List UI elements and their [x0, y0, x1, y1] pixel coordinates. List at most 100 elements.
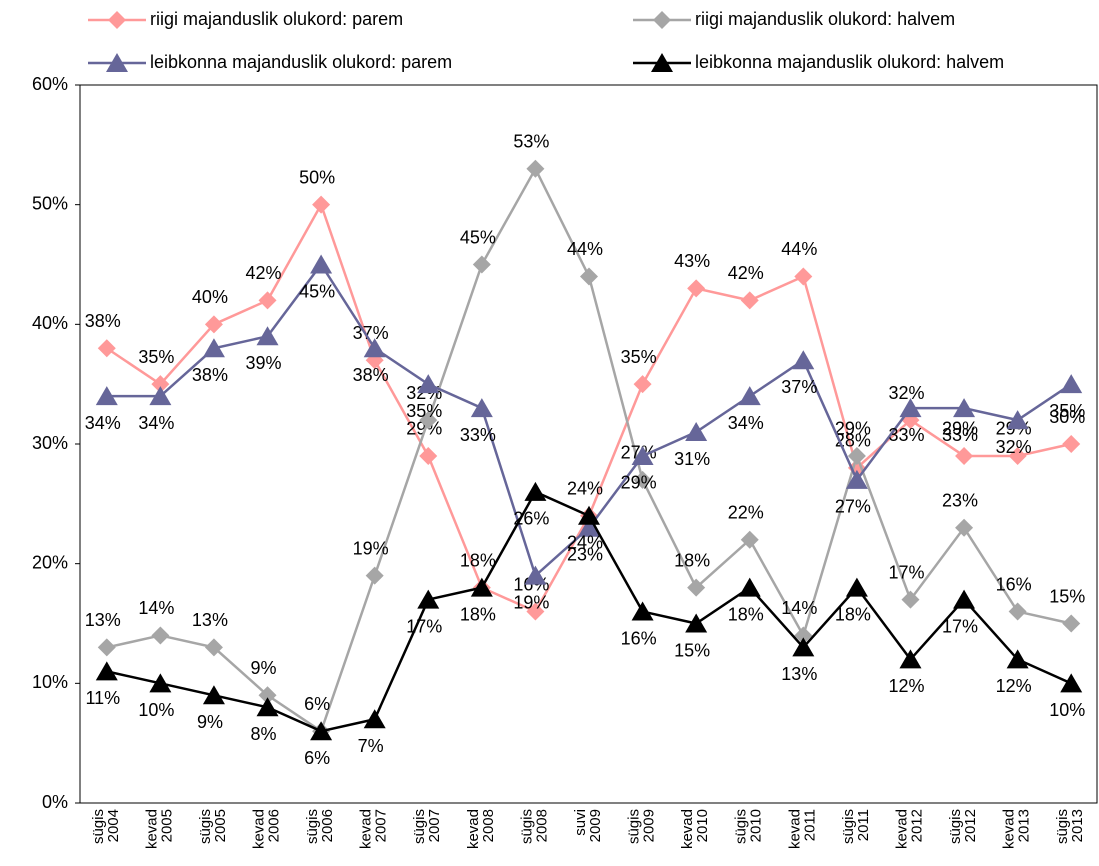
marker	[685, 422, 708, 442]
marker	[738, 386, 761, 406]
marker	[363, 709, 386, 729]
data-label: 13%	[192, 610, 228, 630]
x-tick-label: kevad	[679, 809, 696, 849]
marker	[1062, 614, 1081, 633]
y-tick-label: 60%	[32, 74, 68, 94]
data-label: 17%	[888, 562, 924, 582]
marker	[740, 291, 759, 310]
data-label: 15%	[674, 640, 710, 660]
x-tick-label: sügis	[840, 809, 857, 844]
data-label: 14%	[781, 598, 817, 618]
data-label: 18%	[460, 550, 496, 570]
marker	[417, 374, 440, 394]
x-tick-label: 2010	[748, 809, 765, 842]
data-label: 40%	[192, 287, 228, 307]
x-tick-label: 2012	[908, 809, 925, 842]
x-tick-label: sügis	[304, 809, 321, 844]
data-label: 33%	[460, 425, 496, 445]
x-tick-label: 2011	[855, 809, 872, 841]
data-label: 15%	[1049, 586, 1085, 606]
data-label: 19%	[513, 592, 549, 612]
y-tick-label: 20%	[32, 552, 68, 572]
marker	[633, 375, 652, 394]
data-label: 34%	[728, 413, 764, 433]
data-label: 7%	[358, 736, 384, 756]
data-label: 26%	[513, 509, 549, 529]
data-label: 16%	[996, 574, 1032, 594]
marker	[202, 338, 225, 358]
data-label: 35%	[1049, 401, 1085, 421]
legend-label: riigi majanduslik olukord: halvem	[695, 9, 955, 29]
x-tick-label: kevad	[250, 809, 267, 849]
x-tick-label: 2012	[962, 809, 979, 842]
marker	[312, 195, 331, 214]
x-tick-label: 2007	[426, 809, 443, 842]
marker	[310, 254, 333, 274]
marker	[1060, 374, 1083, 394]
data-label: 37%	[781, 377, 817, 397]
marker	[1060, 673, 1083, 693]
marker	[845, 469, 868, 489]
x-tick-label: 2006	[265, 809, 282, 842]
marker	[1006, 410, 1029, 430]
data-label: 17%	[406, 616, 442, 636]
x-tick-label: 2011	[801, 809, 818, 841]
marker	[419, 446, 438, 465]
x-tick-label: sügis	[733, 809, 750, 844]
data-label: 24%	[567, 533, 603, 553]
legend-marker	[106, 53, 128, 72]
data-label: 28%	[835, 431, 871, 451]
marker	[258, 291, 277, 310]
data-label: 9%	[251, 658, 277, 678]
legend-label: leibkonna majanduslik olukord: parem	[150, 52, 452, 72]
data-label: 32%	[996, 437, 1032, 457]
x-tick-label: sügis	[90, 809, 107, 844]
data-label: 18%	[728, 604, 764, 624]
x-tick-label: 2009	[641, 809, 658, 842]
marker	[526, 159, 545, 178]
marker	[578, 505, 600, 525]
y-tick-label: 40%	[32, 313, 68, 333]
x-tick-label: 2005	[158, 809, 175, 842]
x-tick-label: kevad	[358, 809, 375, 849]
marker	[687, 578, 706, 597]
data-label: 35%	[138, 347, 174, 367]
marker	[95, 661, 118, 681]
data-label: 35%	[621, 347, 657, 367]
marker	[363, 338, 386, 358]
x-tick-label: sügis	[626, 809, 643, 844]
data-label: 38%	[353, 365, 389, 385]
marker	[631, 445, 654, 465]
data-label: 18%	[460, 604, 496, 624]
data-label: 31%	[674, 449, 710, 469]
marker	[204, 638, 223, 657]
x-tick-label: 2010	[694, 809, 711, 842]
data-label: 17%	[942, 616, 978, 636]
data-label: 23%	[567, 545, 603, 565]
x-tick-label: sügis	[518, 809, 535, 844]
marker	[97, 339, 116, 358]
marker	[687, 279, 706, 298]
marker	[953, 398, 976, 418]
data-label: 42%	[728, 263, 764, 283]
data-label: 23%	[942, 491, 978, 511]
marker	[204, 315, 223, 334]
data-label: 44%	[567, 239, 603, 259]
marker	[847, 446, 866, 465]
marker	[580, 267, 598, 286]
data-label: 8%	[251, 724, 277, 744]
marker	[417, 589, 440, 609]
data-label: 12%	[996, 676, 1032, 696]
marker	[256, 326, 279, 346]
marker	[955, 518, 974, 537]
x-tick-label: sügis	[947, 809, 964, 844]
marker	[419, 411, 438, 430]
legend-marker	[651, 53, 673, 72]
data-label: 24%	[567, 479, 603, 499]
data-label: 33%	[888, 425, 924, 445]
marker	[526, 602, 545, 621]
x-tick-label: 2007	[373, 809, 390, 842]
marker	[633, 470, 652, 489]
x-tick-label: sügis	[411, 809, 428, 844]
